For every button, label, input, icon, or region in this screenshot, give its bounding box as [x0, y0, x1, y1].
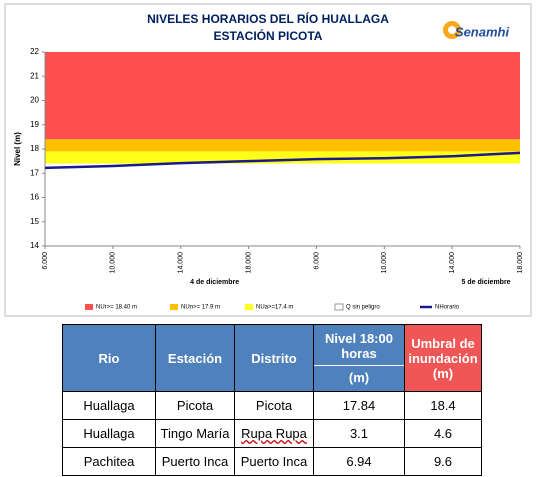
x-tick-label: 10.000: [110, 252, 117, 274]
header-unit: (m): [314, 365, 404, 385]
y-tick-label: 21: [30, 71, 39, 80]
table-cell: Huallaga: [62, 391, 156, 420]
table-cell: 9.6: [404, 447, 482, 476]
legend-label: NUr>= 18.40 m: [96, 305, 137, 311]
table-cell: Tingo María: [155, 419, 235, 448]
header-cell: Estación: [155, 324, 235, 392]
header-text: Nivel 18:00 horas: [325, 331, 393, 361]
logo: Senamhi: [443, 21, 509, 39]
legend-swatch: [85, 304, 93, 310]
x-tick-label: 6.000: [42, 252, 49, 270]
table-cell: Picota: [155, 391, 235, 420]
x-tick-label: 14.000: [178, 252, 185, 274]
y-axis-label: Nivel (m): [13, 132, 22, 166]
table-cell: 3.1: [313, 419, 405, 448]
x-tick-label: 18.000: [517, 252, 524, 274]
table-row: Huallaga Picota Picota 17.84 18.4: [62, 391, 482, 420]
x-tick-label: 14.000: [449, 252, 456, 274]
band: [45, 52, 520, 140]
table-row: Pachitea Puerto Inca Puerto Inca 6.94 9.6: [62, 447, 482, 476]
x-tick-label: 10.000: [381, 252, 388, 274]
table-cell: Pachitea: [62, 447, 156, 476]
table-cell: 6.94: [313, 447, 405, 476]
chart-title: NIVELES HORARIOS DEL RÍO HUALLAGA: [147, 11, 389, 26]
y-tick-label: 22: [30, 47, 39, 56]
y-tick-label: 15: [30, 217, 39, 226]
y-tick-label: 17: [30, 168, 39, 177]
logo-sun-center: [448, 26, 456, 34]
y-tick-label: 14: [30, 241, 39, 250]
table-cell: Puerto Inca: [155, 447, 235, 476]
table-cell: Huallaga: [62, 419, 156, 448]
x-tick-label: 18.000: [245, 252, 252, 274]
header-cell: Umbral de inundación (m): [404, 324, 482, 392]
day-label: 5 de diciembre: [462, 279, 511, 286]
table-cell: 18.4: [404, 391, 482, 420]
logo-text: Senamhi: [455, 24, 510, 39]
chart-subtitle: ESTACIÓN PICOTA: [214, 28, 323, 43]
band: [45, 151, 520, 164]
y-tick-label: 18: [30, 144, 39, 153]
header-cell: Distrito: [234, 324, 314, 392]
legend-label: NUn>= 17.9 m: [181, 305, 220, 311]
table-row: Huallaga Tingo María Rupa Rupa 3.1 4.6: [62, 419, 482, 448]
legend-swatch: [170, 304, 178, 310]
table-cell: 17.84: [313, 391, 405, 420]
legend-swatch: [245, 304, 253, 310]
legend-label: NUa>=17.4 m: [256, 305, 293, 311]
header-cell: Nivel 18:00 horas (m): [313, 324, 405, 392]
line: [44, 151, 521, 170]
legend-label: Q sin peligro: [346, 305, 380, 311]
y-tick-label: 16: [30, 193, 39, 202]
table-cell: Rupa Rupa: [234, 419, 314, 448]
y-tick-label: 20: [30, 96, 39, 105]
legend-swatch: [334, 303, 344, 311]
x-tick-label: 6.000: [313, 252, 320, 270]
table-cell: Picota: [234, 391, 314, 420]
legend-label: NHorario: [435, 305, 460, 311]
chart: NIVELES HORARIOS DEL RÍO HUALLAGA ESTACI…: [4, 3, 532, 317]
band: [45, 139, 520, 152]
table-cell: Puerto Inca: [234, 447, 314, 476]
header-cell: Rio: [62, 324, 156, 392]
y-tick-label: 19: [30, 120, 39, 129]
day-label: 4 de diciembre: [190, 279, 239, 286]
table-cell: 4.6: [404, 419, 482, 448]
table: Rio Estación Distrito Nivel 18:00 horas (…: [62, 324, 482, 476]
